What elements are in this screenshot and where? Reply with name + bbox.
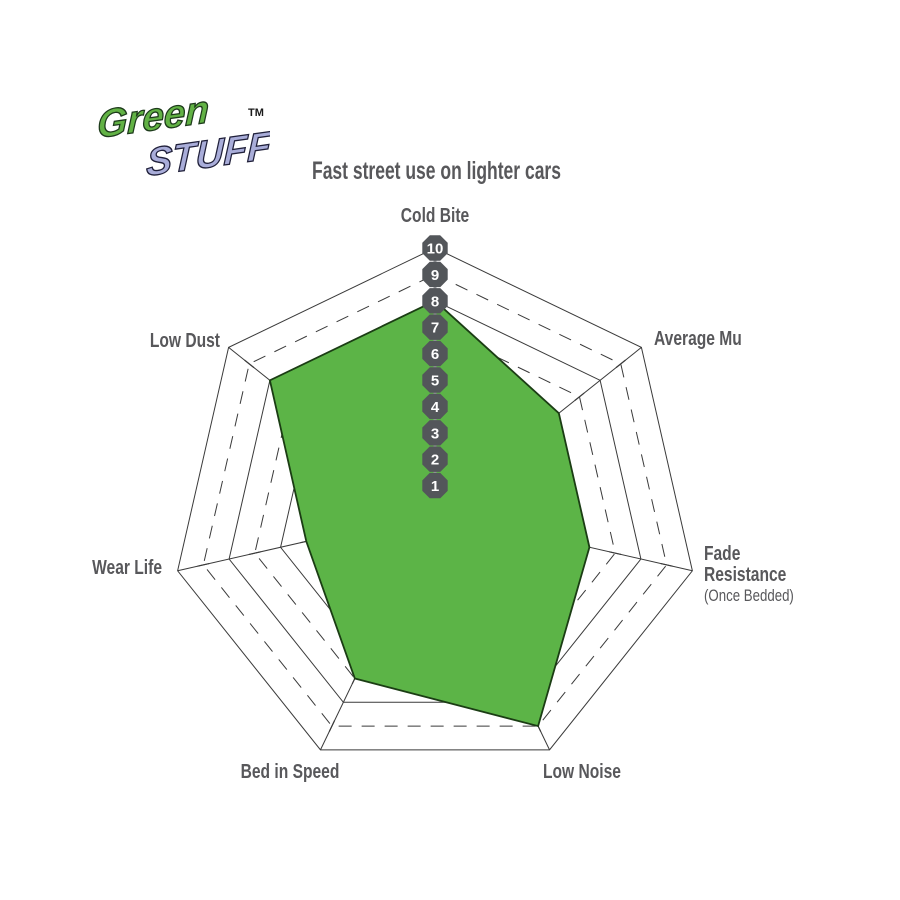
svg-text:Resistance: Resistance <box>704 563 786 585</box>
svg-text:6: 6 <box>431 346 439 363</box>
svg-text:(Once Bedded): (Once Bedded) <box>704 587 794 606</box>
svg-text:5: 5 <box>431 373 439 390</box>
svg-text:Low Dust: Low Dust <box>150 329 220 351</box>
svg-text:Low Noise: Low Noise <box>543 760 621 782</box>
svg-text:7: 7 <box>431 320 439 337</box>
svg-text:TM: TM <box>248 107 264 119</box>
svg-text:10: 10 <box>427 241 444 258</box>
svg-text:Wear Life: Wear Life <box>92 556 162 578</box>
svg-text:1: 1 <box>431 478 439 495</box>
svg-text:8: 8 <box>431 293 439 310</box>
svg-text:4: 4 <box>431 399 440 416</box>
svg-text:3: 3 <box>431 425 439 442</box>
svg-text:Cold Bite: Cold Bite <box>401 204 469 226</box>
svg-text:Fade: Fade <box>704 542 740 564</box>
svg-text:9: 9 <box>431 267 439 284</box>
svg-text:Average Mu: Average Mu <box>654 327 742 349</box>
svg-text:2: 2 <box>431 452 439 469</box>
svg-text:Bed in Speed: Bed in Speed <box>241 760 340 782</box>
